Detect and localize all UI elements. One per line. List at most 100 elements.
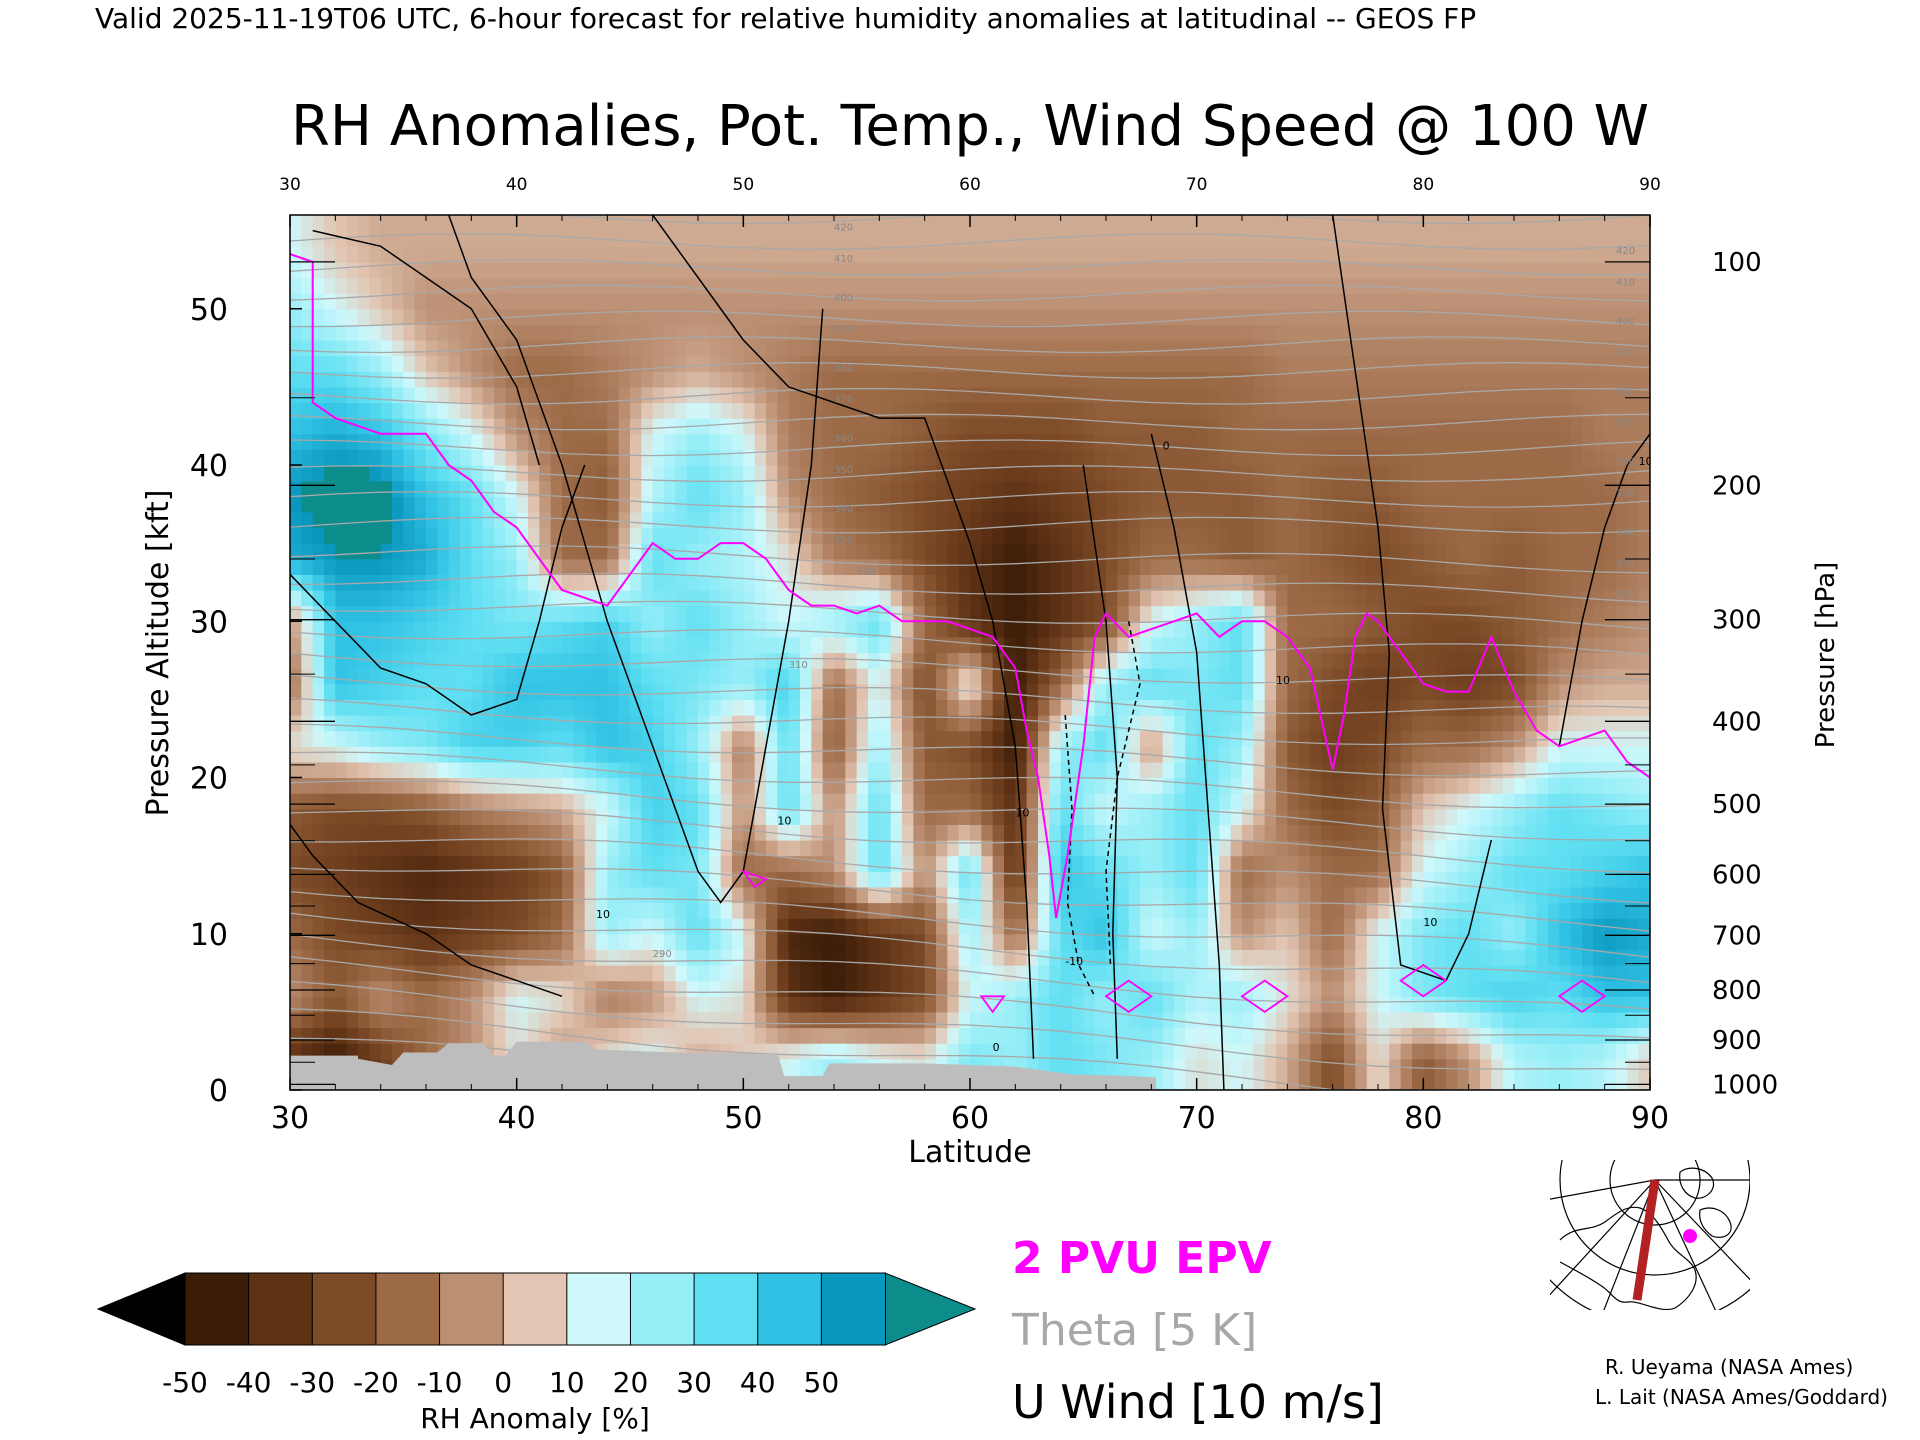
heatmap-cell — [777, 746, 790, 763]
heatmap-cell — [1174, 840, 1186, 857]
heatmap-cell — [1276, 355, 1288, 372]
heatmap-cell — [584, 918, 597, 935]
heatmap-cell — [777, 730, 790, 747]
heatmap-cell — [845, 277, 858, 294]
heatmap-cell — [698, 996, 710, 1013]
heatmap-cell — [335, 261, 348, 279]
heatmap-cell — [1140, 777, 1152, 794]
heatmap-cell — [641, 558, 654, 575]
heatmap-cell — [1060, 636, 1073, 654]
heatmap-cell — [414, 261, 427, 279]
heatmap-cell — [1049, 511, 1062, 529]
heatmap-cell — [482, 340, 495, 357]
heatmap-cell — [913, 902, 926, 919]
heatmap-cell — [947, 668, 960, 685]
heatmap-cell — [1219, 215, 1232, 232]
heatmap-cell — [312, 949, 325, 966]
heatmap-cell — [562, 574, 574, 591]
heatmap-cell — [1276, 590, 1288, 607]
heatmap-cell — [709, 761, 722, 779]
heatmap-cell — [902, 636, 914, 654]
heatmap-cell — [709, 543, 722, 560]
heatmap-cell — [834, 590, 846, 607]
heatmap-cell — [1094, 980, 1107, 997]
heatmap-cell — [596, 793, 608, 810]
heatmap-cell — [1094, 871, 1107, 888]
heatmap-cell — [856, 605, 869, 622]
heatmap-cell — [1174, 793, 1186, 810]
heatmap-cell — [573, 465, 586, 482]
heatmap-cell — [437, 886, 450, 904]
heatmap-cell — [754, 1043, 767, 1060]
heatmap-cell — [392, 793, 404, 810]
heatmap-cell — [1094, 215, 1107, 232]
heatmap-cell — [460, 261, 472, 279]
heatmap-cell — [754, 855, 767, 872]
heatmap-cell — [324, 340, 336, 357]
heatmap-cell — [1185, 683, 1198, 700]
heatmap-cell — [1083, 418, 1096, 435]
heatmap-cell — [924, 246, 937, 263]
heatmap-cell — [505, 261, 518, 279]
heatmap-cell — [845, 433, 858, 450]
heatmap-cell — [720, 761, 733, 779]
heatmap-cell — [1060, 918, 1073, 935]
heatmap-cell — [573, 902, 586, 919]
heatmap-cell — [584, 293, 597, 310]
heatmap-cell — [868, 746, 880, 763]
heatmap-cell — [335, 808, 348, 825]
heatmap-cell — [494, 511, 506, 529]
heatmap-cell — [1185, 230, 1198, 247]
heatmap-cell — [369, 1011, 382, 1029]
heatmap-cell — [516, 840, 529, 857]
heatmap-cell — [1049, 371, 1062, 388]
heatmap-cell — [437, 777, 450, 794]
heatmap-cell — [562, 933, 574, 950]
heatmap-cell — [743, 965, 756, 982]
heatmap-cell — [562, 871, 574, 888]
heatmap-cell — [562, 558, 574, 575]
heatmap-cell — [811, 824, 824, 841]
heatmap-cell — [516, 324, 529, 341]
heatmap-cell — [788, 480, 801, 497]
heatmap-cell — [868, 871, 880, 888]
heatmap-cell — [573, 1011, 586, 1029]
heatmap-cell — [992, 480, 1005, 497]
heatmap-cell — [641, 949, 654, 966]
heatmap-cell — [630, 871, 642, 888]
heatmap-cell — [1219, 340, 1232, 357]
heatmap-cell — [1060, 558, 1073, 575]
heatmap-cell — [1276, 386, 1288, 404]
heatmap-cell — [1083, 933, 1096, 950]
heatmap-cell — [1106, 949, 1118, 966]
heatmap-cell — [1298, 1043, 1311, 1060]
heatmap-cell — [777, 558, 790, 575]
heatmap-cell — [1253, 355, 1266, 372]
heatmap-cell — [380, 246, 393, 263]
heatmap-cell — [312, 871, 325, 888]
heatmap-cell — [686, 465, 699, 482]
heatmap-cell — [754, 324, 767, 341]
heatmap-cell — [664, 730, 676, 747]
heatmap-cell — [1106, 902, 1118, 919]
heatmap-cell — [1049, 980, 1062, 997]
heatmap-cell — [562, 449, 574, 466]
heatmap-cell — [1208, 543, 1220, 560]
heatmap-cell — [754, 465, 767, 482]
heatmap-cell — [1185, 527, 1198, 544]
heatmap-cell — [1083, 886, 1096, 904]
heatmap-cell — [845, 793, 858, 810]
heatmap-cell — [834, 1027, 846, 1044]
heatmap-cell — [1185, 980, 1198, 997]
heatmap-cell — [981, 293, 994, 310]
heatmap-cell — [505, 855, 518, 872]
heatmap-cell — [1242, 261, 1254, 279]
heatmap-cell — [1140, 871, 1152, 888]
heatmap-cell — [550, 215, 563, 232]
heatmap-cell — [924, 605, 937, 622]
heatmap-cell — [312, 449, 325, 466]
heatmap-cell — [788, 1011, 801, 1029]
heatmap-cell — [596, 433, 608, 450]
heatmap-cell — [618, 668, 631, 685]
heatmap-cell — [856, 840, 869, 857]
